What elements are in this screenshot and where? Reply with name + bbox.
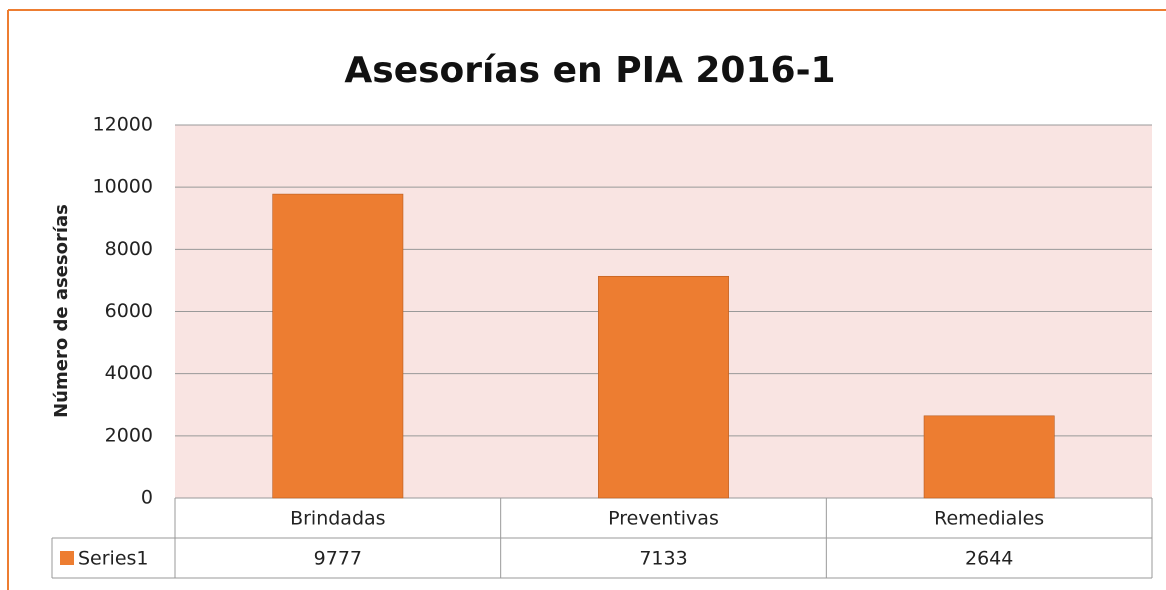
bar (272, 193, 404, 499)
y-tick-label: 4000 (105, 362, 153, 384)
table-value: 2644 (965, 548, 1013, 570)
legend-key (60, 551, 74, 565)
y-tick-label: 6000 (105, 300, 153, 322)
bar (923, 415, 1055, 499)
y-tick-label: 2000 (105, 424, 153, 446)
table-value: 9777 (314, 548, 362, 570)
y-tick-label: 8000 (105, 238, 153, 260)
y-tick-label: 0 (141, 487, 153, 509)
x-tick-label: Preventivas (608, 508, 719, 530)
table-value: 7133 (639, 548, 687, 570)
x-tick-label: Brindadas (290, 508, 385, 530)
chart-title: Asesorías en PIA 2016-1 (344, 50, 835, 91)
legend-label: Series1 (78, 548, 149, 570)
y-tick-label: 10000 (93, 176, 153, 198)
x-tick-label: Remediales (934, 508, 1044, 530)
bar (598, 275, 729, 499)
y-tick-label: 12000 (93, 114, 153, 136)
y-axis-label: Número de asesorías (51, 204, 72, 418)
